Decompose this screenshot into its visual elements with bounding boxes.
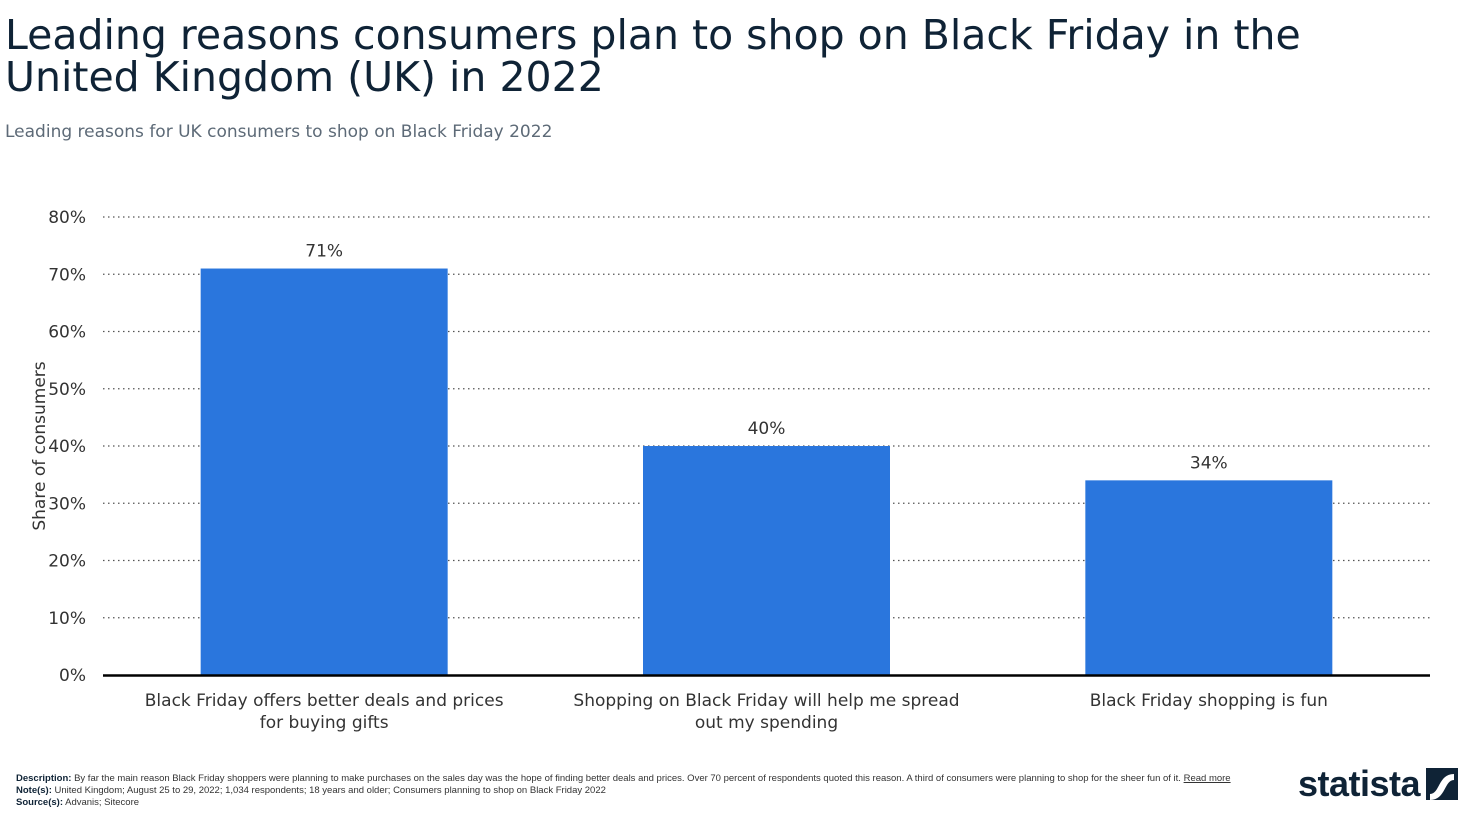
chart-title: Leading reasons consumers plan to shop o… (5, 11, 1301, 101)
y-tick-label: 0% (59, 666, 86, 686)
bars (200, 268, 1333, 675)
y-tick-label: 70% (48, 265, 86, 285)
y-tick-label: 10% (48, 609, 86, 629)
y-tick-label: 30% (48, 494, 86, 514)
bar[interactable] (1085, 480, 1333, 675)
y-tick-label: 80% (48, 208, 86, 228)
y-tick-label: 40% (48, 437, 86, 457)
bar[interactable] (643, 446, 890, 675)
x-tick-labels: Black Friday offers better deals and pri… (145, 691, 1328, 733)
data-label: 34% (1190, 453, 1228, 473)
x-tick-label: Black Friday offers better deals and pri… (145, 691, 504, 733)
notes: Note(s): United Kingdom; August 25 to 29… (16, 785, 606, 796)
bar[interactable] (200, 268, 448, 675)
y-tick-label: 50% (48, 380, 86, 400)
statista-logo[interactable]: statista (1298, 763, 1459, 805)
data-label: 71% (305, 242, 343, 262)
data-labels: 71% 40% 34% (305, 242, 1227, 474)
description: Description: By far the main reason Blac… (16, 773, 1231, 784)
bar-chart: 0% 10% 20% 30% 40% 50% 60% 70% 80% 71% 40% 34% Bla… (30, 208, 1430, 733)
x-tick-label: Shopping on Black Friday will help me sp… (573, 691, 959, 733)
chart-subtitle: Leading reasons for UK consumers to shop… (5, 122, 553, 142)
footer: Description: By far the main reason Blac… (16, 773, 1256, 809)
data-label: 40% (748, 419, 786, 439)
read-more-link[interactable]: Read more (1183, 773, 1231, 784)
y-axis-label: Share of consumers (30, 361, 50, 530)
y-tick-label: 20% (48, 552, 86, 572)
y-tick-label: 60% (48, 323, 86, 343)
y-tick-labels: 0% 10% 20% 30% 40% 50% 60% 70% 80% (48, 208, 86, 686)
x-tick-label: Black Friday shopping is fun (1090, 691, 1328, 711)
sources: Source(s): Advanis; Sitecore (16, 797, 140, 808)
statista-logo-icon (1426, 768, 1459, 800)
